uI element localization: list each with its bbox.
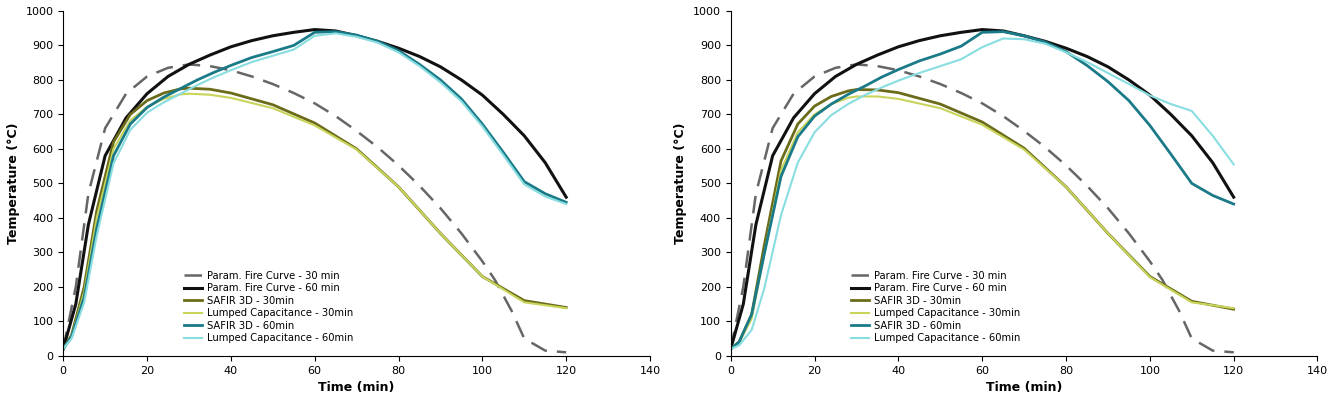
Y-axis label: Temperature (°C): Temperature (°C) <box>674 123 688 244</box>
X-axis label: Time (min): Time (min) <box>987 381 1063 394</box>
Legend: Param. Fire Curve - 30 min, Param. Fire Curve - 60 min, SAFIR 3D - 30min, Lumped: Param. Fire Curve - 30 min, Param. Fire … <box>848 267 1024 347</box>
X-axis label: Time (min): Time (min) <box>319 381 395 394</box>
Y-axis label: Temperature (°C): Temperature (°C) <box>7 123 20 244</box>
Legend: Param. Fire Curve - 30 min, Param. Fire Curve - 60 min, SAFIR 3D - 30min, Lumped: Param. Fire Curve - 30 min, Param. Fire … <box>180 267 356 347</box>
